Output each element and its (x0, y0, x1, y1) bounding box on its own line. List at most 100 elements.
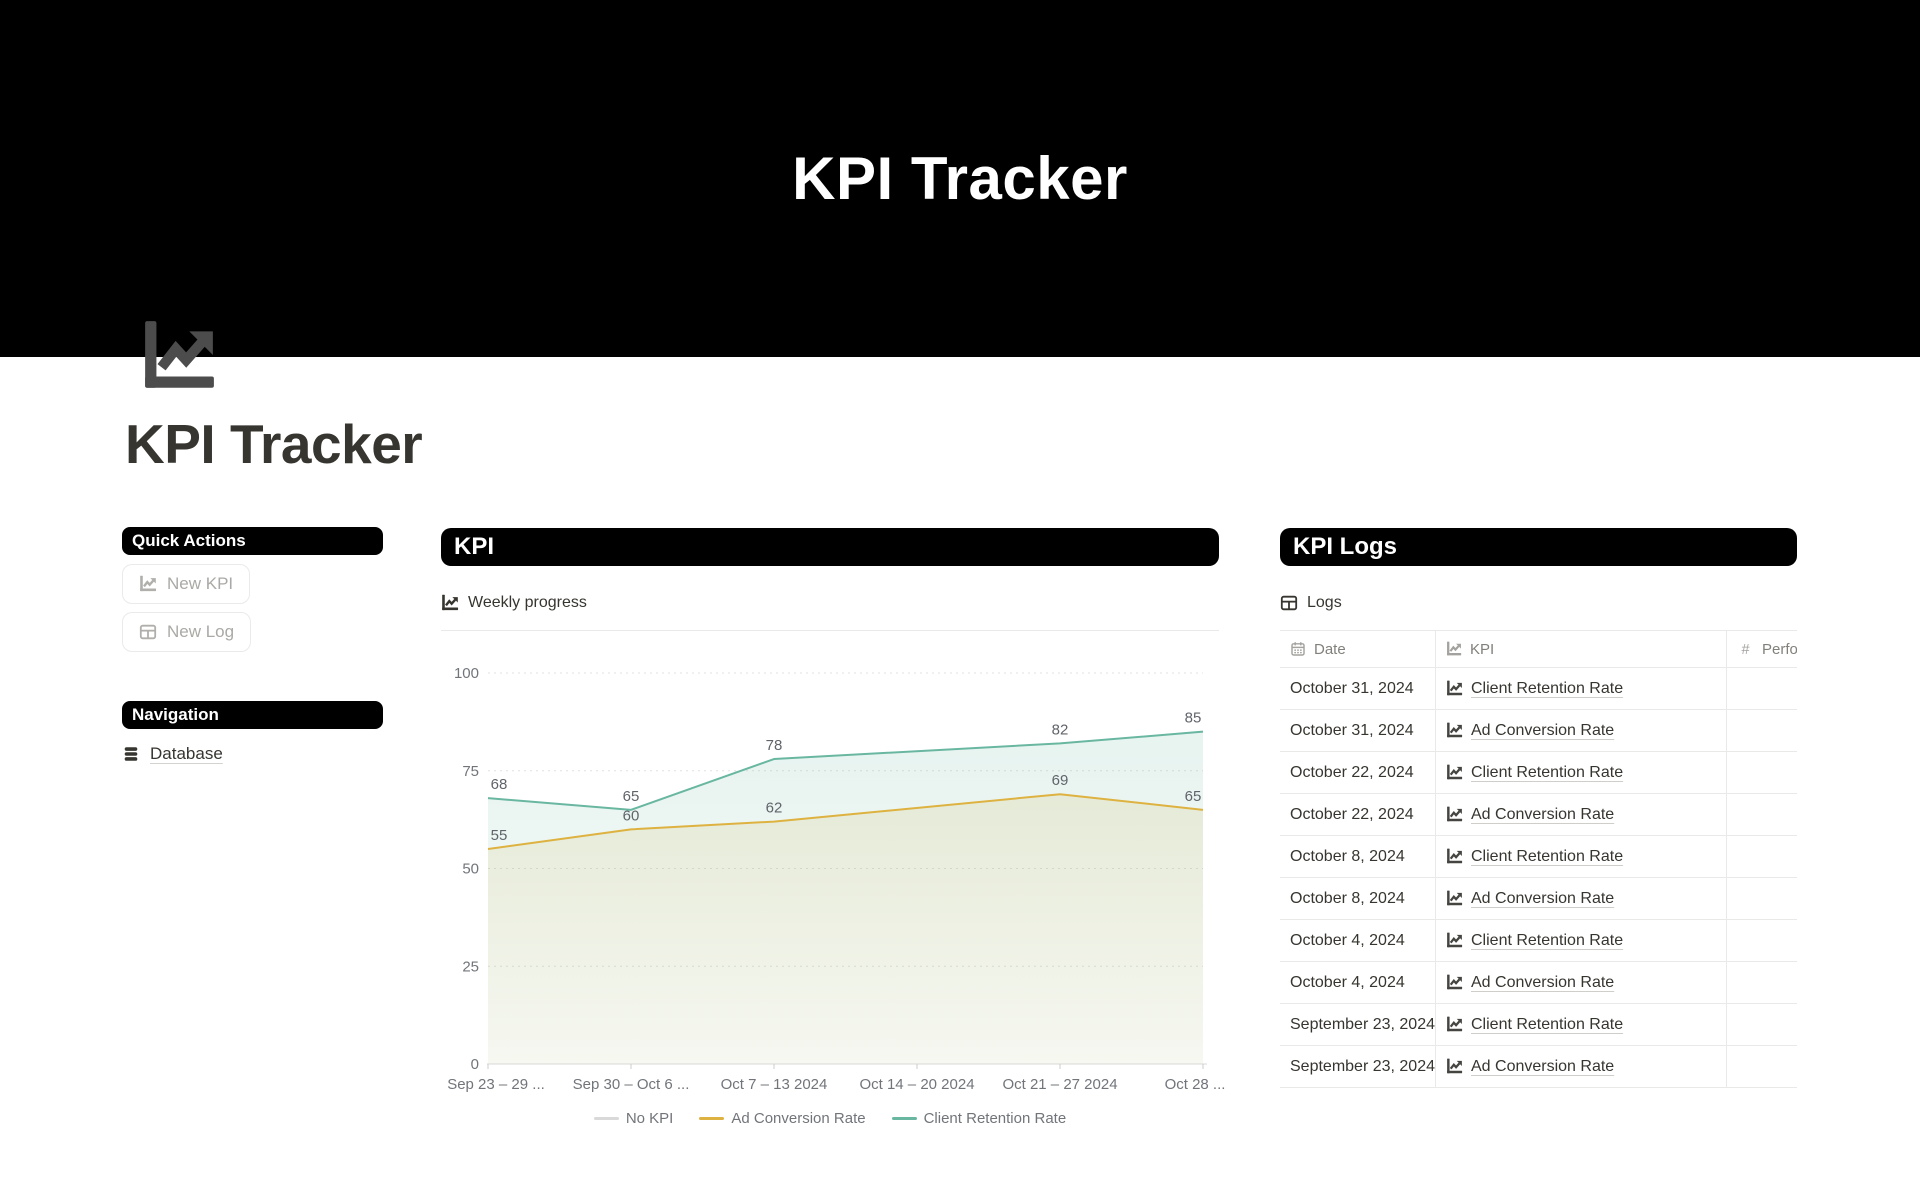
kpi-logs-section-header: KPI Logs (1280, 528, 1797, 566)
chart-line-icon (1446, 1058, 1463, 1075)
table-row: October 4, 2024 Client Retention Rate (1280, 920, 1797, 962)
performance-cell[interactable] (1727, 962, 1797, 1003)
legend-item[interactable]: Ad Conversion Rate (699, 1110, 866, 1127)
column-header-performance[interactable]: # Performance (1727, 631, 1797, 667)
kpi-page-link[interactable]: Ad Conversion Rate (1471, 721, 1615, 739)
chart-line-icon (1446, 806, 1463, 823)
kpi-cell[interactable]: Client Retention Rate (1436, 752, 1727, 793)
legend-swatch (891, 1117, 917, 1120)
kpi-cell[interactable]: Ad Conversion Rate (1436, 962, 1727, 1003)
date-cell[interactable]: October 8, 2024 (1280, 836, 1436, 877)
kpi-weekly-chart[interactable]: 0 25 50 75 100 Sep 23 – 29 ... Sep 30 – Oct 6 … (441, 631, 1225, 1096)
logs-table-header-row: Date KPI # Performance (1280, 631, 1797, 668)
kpi-page-link[interactable]: Client Retention Rate (1471, 763, 1624, 781)
chart-line-icon (441, 594, 459, 612)
table-row: October 31, 2024 Ad Conversion Rate (1280, 710, 1797, 752)
database-link-label: Database (150, 744, 223, 763)
kpi-cell[interactable]: Ad Conversion Rate (1436, 878, 1727, 919)
kpi-page-link[interactable]: Ad Conversion Rate (1471, 805, 1615, 823)
quick-actions-header: Quick Actions (122, 527, 383, 555)
database-icon (122, 745, 140, 763)
svg-text:100: 100 (454, 665, 479, 682)
chart-line-icon (139, 575, 157, 593)
svg-text:Oct 14 – 20 2024: Oct 14 – 20 2024 (859, 1076, 974, 1093)
kpi-page-link[interactable]: Ad Conversion Rate (1471, 1057, 1615, 1075)
svg-text:50: 50 (462, 861, 479, 878)
table-row: September 23, 2024 Ad Conversion Rate (1280, 1046, 1797, 1088)
logs-database-title[interactable]: Logs (1280, 591, 1797, 615)
new-log-button[interactable]: New Log (122, 612, 252, 652)
kpi-section-header: KPI (441, 528, 1219, 566)
legend-item[interactable]: Client Retention Rate (891, 1110, 1067, 1127)
performance-cell[interactable] (1727, 752, 1797, 793)
kpi-section: KPI Weekly progress 0 25 50 75 100 Sep 23 – 2… (441, 528, 1225, 1127)
svg-text:Oct 28 ...: Oct 28 ... (1165, 1076, 1226, 1093)
kpi-cell[interactable]: Client Retention Rate (1436, 1004, 1727, 1045)
performance-cell[interactable] (1727, 878, 1797, 919)
svg-text:55: 55 (491, 827, 508, 844)
kpi-cell[interactable]: Ad Conversion Rate (1436, 1046, 1727, 1087)
banner-title: KPI Tracker (792, 145, 1128, 212)
new-log-button-label: New Log (167, 622, 235, 641)
date-cell[interactable]: October 4, 2024 (1280, 920, 1436, 961)
hash-icon: # (1737, 641, 1754, 658)
kpi-page-link[interactable]: Client Retention Rate (1471, 679, 1624, 697)
performance-cell[interactable] (1727, 710, 1797, 751)
kpi-cell[interactable]: Ad Conversion Rate (1436, 710, 1727, 751)
performance-cell[interactable] (1727, 836, 1797, 877)
chart-block-title[interactable]: Weekly progress (441, 591, 1219, 615)
kpi-page-link[interactable]: Ad Conversion Rate (1471, 889, 1615, 907)
table-row: October 8, 2024 Client Retention Rate (1280, 836, 1797, 878)
kpi-page-link[interactable]: Client Retention Rate (1471, 1015, 1624, 1033)
legend-swatch (699, 1117, 725, 1120)
table-row: October 8, 2024 Ad Conversion Rate (1280, 878, 1797, 920)
date-cell[interactable]: October 22, 2024 (1280, 794, 1436, 835)
date-cell[interactable]: September 23, 2024 (1280, 1046, 1436, 1087)
svg-text:65: 65 (1185, 788, 1202, 805)
date-cell[interactable]: September 23, 2024 (1280, 1004, 1436, 1045)
logs-title-label: Logs (1307, 594, 1342, 611)
svg-text:75: 75 (462, 763, 479, 780)
new-kpi-button[interactable]: New KPI (122, 564, 251, 604)
performance-cell[interactable] (1727, 1004, 1797, 1045)
legend-swatch (593, 1117, 619, 1120)
column-header-kpi[interactable]: KPI (1436, 631, 1727, 667)
sidebar-item-database[interactable]: Database (122, 744, 223, 764)
kpi-page-link[interactable]: Client Retention Rate (1471, 931, 1624, 949)
svg-text:68: 68 (491, 776, 508, 793)
performance-cell[interactable] (1727, 794, 1797, 835)
kpi-cell[interactable]: Client Retention Rate (1436, 836, 1727, 877)
date-cell[interactable]: October 8, 2024 (1280, 878, 1436, 919)
kpi-cell[interactable]: Client Retention Rate (1436, 920, 1727, 961)
performance-cell[interactable] (1727, 668, 1797, 709)
column-header-date[interactable]: Date (1280, 631, 1436, 667)
legend-label: Ad Conversion Rate (731, 1110, 866, 1127)
chart-line-icon (1446, 722, 1463, 739)
chart-line-icon (1446, 680, 1463, 697)
kpi-cell[interactable]: Client Retention Rate (1436, 668, 1727, 709)
divider (441, 630, 1219, 631)
page-title: KPI Tracker (125, 413, 423, 475)
chart-line-icon (1446, 848, 1463, 865)
date-cell[interactable]: October 31, 2024 (1280, 710, 1436, 751)
chart-line-icon[interactable] (140, 318, 218, 396)
date-cell[interactable]: October 22, 2024 (1280, 752, 1436, 793)
kpi-logs-section: KPI Logs Logs Date KPI # (1280, 528, 1797, 1088)
chart-line-icon (1446, 1016, 1463, 1033)
kpi-page-link[interactable]: Ad Conversion Rate (1471, 973, 1615, 991)
svg-text:62: 62 (766, 800, 783, 817)
performance-cell[interactable] (1727, 920, 1797, 961)
table-row: October 4, 2024 Ad Conversion Rate (1280, 962, 1797, 1004)
legend-item[interactable]: No KPI (593, 1110, 673, 1127)
svg-text:69: 69 (1052, 772, 1069, 789)
table-row: October 31, 2024 Client Retention Rate (1280, 668, 1797, 710)
date-cell[interactable]: October 4, 2024 (1280, 962, 1436, 1003)
kpi-page-link[interactable]: Client Retention Rate (1471, 847, 1624, 865)
kpi-cell[interactable]: Ad Conversion Rate (1436, 794, 1727, 835)
chart-line-icon (1446, 890, 1463, 907)
svg-text:Sep 30 – Oct 6 ...: Sep 30 – Oct 6 ... (573, 1076, 690, 1093)
date-cell[interactable]: October 31, 2024 (1280, 668, 1436, 709)
logs-table-body: October 31, 2024 Client Retention Rate O… (1280, 668, 1797, 1088)
performance-cell[interactable] (1727, 1046, 1797, 1087)
legend-label: Client Retention Rate (923, 1110, 1067, 1127)
